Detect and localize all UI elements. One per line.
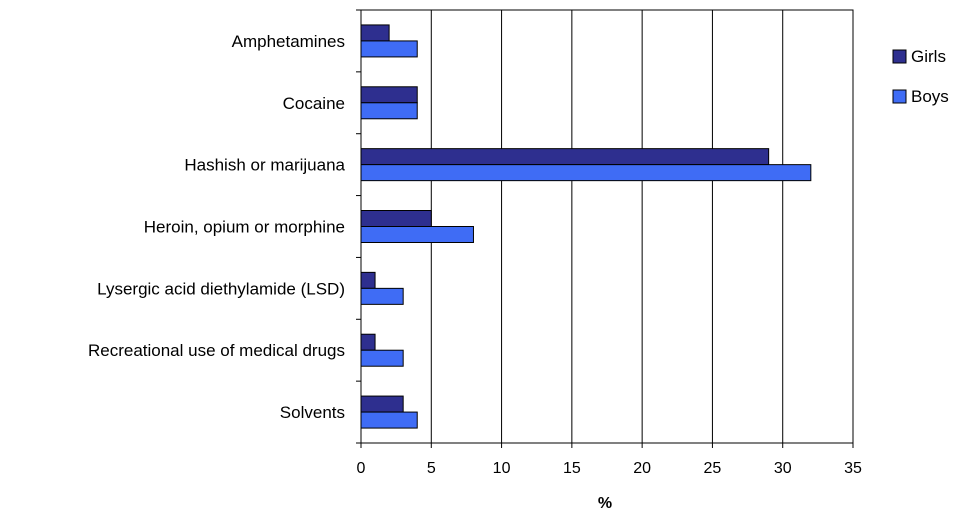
plot-area-border [360, 9, 854, 444]
x-tick-label: 15 [563, 460, 581, 477]
bar-boys [360, 287, 404, 305]
category-label: Solvents [280, 403, 345, 422]
bars [360, 24, 812, 429]
legend-label-girls: Girls [911, 47, 946, 66]
x-tick-label: 35 [844, 460, 862, 477]
bar-girls [360, 271, 376, 289]
axes [356, 9, 854, 448]
gridlines [430, 10, 854, 443]
category-label: Recreational use of medical drugs [88, 341, 345, 360]
category-label: Heroin, opium or morphine [144, 218, 345, 237]
bar-boys [360, 40, 418, 58]
x-tick-label: 30 [774, 460, 792, 477]
bar-boys [360, 349, 404, 367]
bar-girls [360, 86, 418, 104]
x-tick-label: 20 [633, 460, 651, 477]
x-axis-title: % [598, 495, 612, 512]
bar-girls [360, 210, 432, 227]
legend-swatch-girls [892, 49, 907, 64]
x-tick-labels: 0 5 10 15 20 25 30 35 [357, 460, 862, 477]
x-tick-label: 0 [357, 460, 366, 477]
bar-boys [360, 102, 418, 120]
x-tick-label: 25 [704, 460, 722, 477]
x-tick-label: 5 [427, 460, 436, 477]
bar-girls [360, 148, 770, 166]
legend-swatch-boys [892, 89, 907, 104]
category-labels: Amphetamines Cocaine Hashish or marijuana H… [88, 32, 346, 422]
category-label: Hashish or marijuana [184, 156, 345, 175]
legend-label-boys: Boys [911, 87, 949, 106]
bar-girls [360, 333, 376, 351]
bar-boys [360, 164, 812, 182]
category-label: Amphetamines [232, 32, 345, 51]
bar-girls [360, 24, 390, 42]
legend: Girls Boys [892, 47, 949, 106]
bar-girls [360, 395, 404, 413]
x-tick-label: 10 [493, 460, 511, 477]
bar-boys [360, 411, 418, 429]
category-label: Cocaine [283, 94, 345, 113]
category-label: Lysergic acid diethylamide (LSD) [97, 279, 345, 298]
bar-boys [360, 226, 474, 243]
